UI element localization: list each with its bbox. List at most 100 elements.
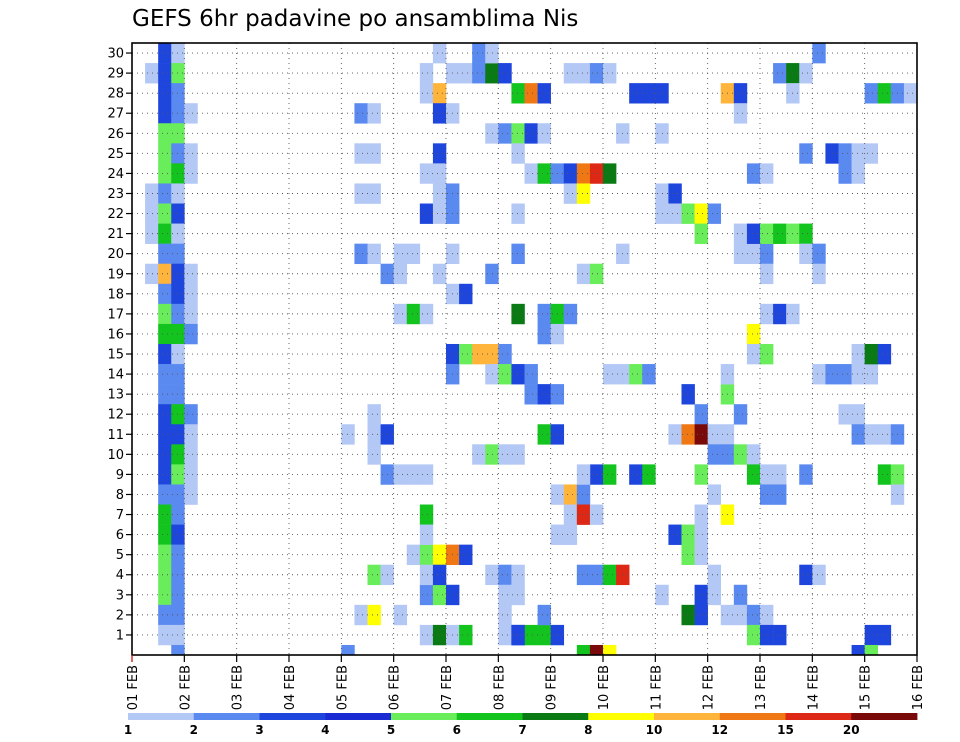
- heatmap-cell: [537, 384, 551, 405]
- heatmap-cell: [851, 163, 865, 184]
- heatmap-cell: [733, 584, 748, 606]
- heatmap-cell: [877, 83, 892, 104]
- heatmap-cell: [432, 143, 447, 164]
- heatmap-cell: [367, 424, 381, 445]
- heatmap-cell: [406, 243, 421, 265]
- heatmap-cell: [746, 243, 761, 265]
- heatmap-cell: [158, 504, 172, 525]
- heatmap-cell: [158, 564, 172, 586]
- heatmap-cell: [681, 424, 695, 445]
- heatmap-cell: [158, 524, 172, 545]
- y-tick-label: 23: [107, 187, 124, 202]
- heatmap-cell: [746, 444, 761, 465]
- legend-swatch: [456, 713, 523, 720]
- heatmap-cell: [642, 83, 656, 104]
- heatmap-cell: [681, 524, 695, 545]
- heatmap-cell: [158, 323, 172, 345]
- heatmap-cell: [511, 203, 525, 224]
- heatmap-cell: [733, 243, 748, 265]
- heatmap-cell: [707, 444, 722, 465]
- y-tick-label: 14: [107, 368, 124, 383]
- heatmap-cell: [629, 364, 643, 385]
- heatmap-cell: [563, 524, 578, 545]
- legend-level-label: 10: [646, 723, 663, 737]
- y-tick-label: 15: [107, 348, 124, 363]
- heatmap-cell: [158, 43, 172, 64]
- heatmap-cell: [419, 203, 434, 224]
- heatmap-cell: [184, 464, 198, 485]
- heatmap-cell: [799, 564, 813, 586]
- heatmap-cell: [537, 303, 551, 325]
- heatmap-cell: [511, 564, 525, 586]
- heatmap-cell: [498, 343, 512, 365]
- y-tick-label: 8: [116, 488, 124, 503]
- heatmap-cell: [354, 143, 368, 164]
- heatmap-cell: [746, 323, 761, 345]
- y-tick-label: 10: [107, 448, 124, 463]
- heatmap-cell: [694, 203, 708, 224]
- legend-level-label: 2: [190, 723, 198, 737]
- heatmap-cell: [184, 404, 198, 425]
- heatmap-cell: [171, 644, 185, 656]
- heatmap-cell: [419, 464, 434, 485]
- heatmap-cell: [746, 343, 761, 365]
- heatmap-cell: [799, 464, 813, 485]
- heatmap-cell: [472, 343, 486, 365]
- legend-level-label: 1: [124, 723, 132, 737]
- heatmap-cell: [158, 283, 172, 305]
- heatmap-cell: [498, 444, 512, 465]
- y-tick-label: 26: [107, 127, 124, 142]
- heatmap-cell: [158, 123, 172, 144]
- heatmap-cell: [184, 283, 198, 305]
- heatmap-cell: [838, 404, 852, 425]
- heatmap-cell: [432, 624, 447, 646]
- heatmap-cell: [707, 203, 722, 224]
- heatmap-cell: [432, 163, 447, 184]
- x-tick-label: 16 FEB: [911, 665, 926, 710]
- heatmap-cell: [537, 83, 551, 104]
- heatmap-cell: [851, 424, 865, 445]
- heatmap-cell: [576, 263, 591, 285]
- y-tick-label: 4: [116, 568, 124, 583]
- heatmap-cell: [432, 83, 447, 104]
- heatmap-cell: [773, 484, 787, 505]
- heatmap-cell: [629, 464, 643, 485]
- x-tick-label: 03 FEB: [231, 665, 246, 710]
- y-tick-label: 3: [116, 588, 124, 603]
- heatmap-cell: [707, 564, 722, 586]
- heatmap-cell: [485, 263, 499, 285]
- heatmap-cell: [498, 63, 512, 84]
- heatmap-cell: [158, 163, 172, 184]
- heatmap-cell: [459, 624, 473, 646]
- heatmap-cell: [511, 123, 525, 144]
- heatmap-cell: [799, 223, 813, 244]
- heatmap-cell: [681, 544, 695, 566]
- heatmap-cell: [367, 103, 381, 124]
- y-tick-label: 19: [107, 267, 124, 282]
- heatmap-cell: [354, 243, 368, 265]
- y-tick-label: 16: [107, 327, 124, 342]
- legend-level-label: 4: [321, 723, 329, 737]
- x-tick-label: 10 FEB: [597, 665, 612, 710]
- heatmap-cell: [432, 203, 447, 224]
- heatmap-cell: [158, 343, 172, 365]
- heatmap-cell: [498, 604, 512, 626]
- legend-swatch: [391, 713, 458, 720]
- heatmap-cell: [511, 624, 525, 646]
- legend-level-label: 3: [255, 723, 263, 737]
- y-tick-label: 30: [107, 47, 124, 62]
- heatmap-cell: [851, 644, 865, 656]
- heatmap-cell: [158, 404, 172, 425]
- heatmap-cell: [877, 343, 892, 365]
- heatmap-cell: [746, 163, 761, 184]
- heatmap-cell: [851, 143, 865, 164]
- legend-swatch: [128, 713, 195, 720]
- legend-level-label: 20: [843, 723, 860, 737]
- heatmap-cell: [419, 303, 434, 325]
- heatmap-cell: [733, 444, 748, 465]
- heatmap-cell: [459, 343, 473, 365]
- x-tick-label: 14 FEB: [806, 665, 821, 710]
- heatmap-cell: [354, 103, 368, 124]
- heatmap-cell: [694, 504, 708, 525]
- heatmap-cell: [158, 384, 172, 405]
